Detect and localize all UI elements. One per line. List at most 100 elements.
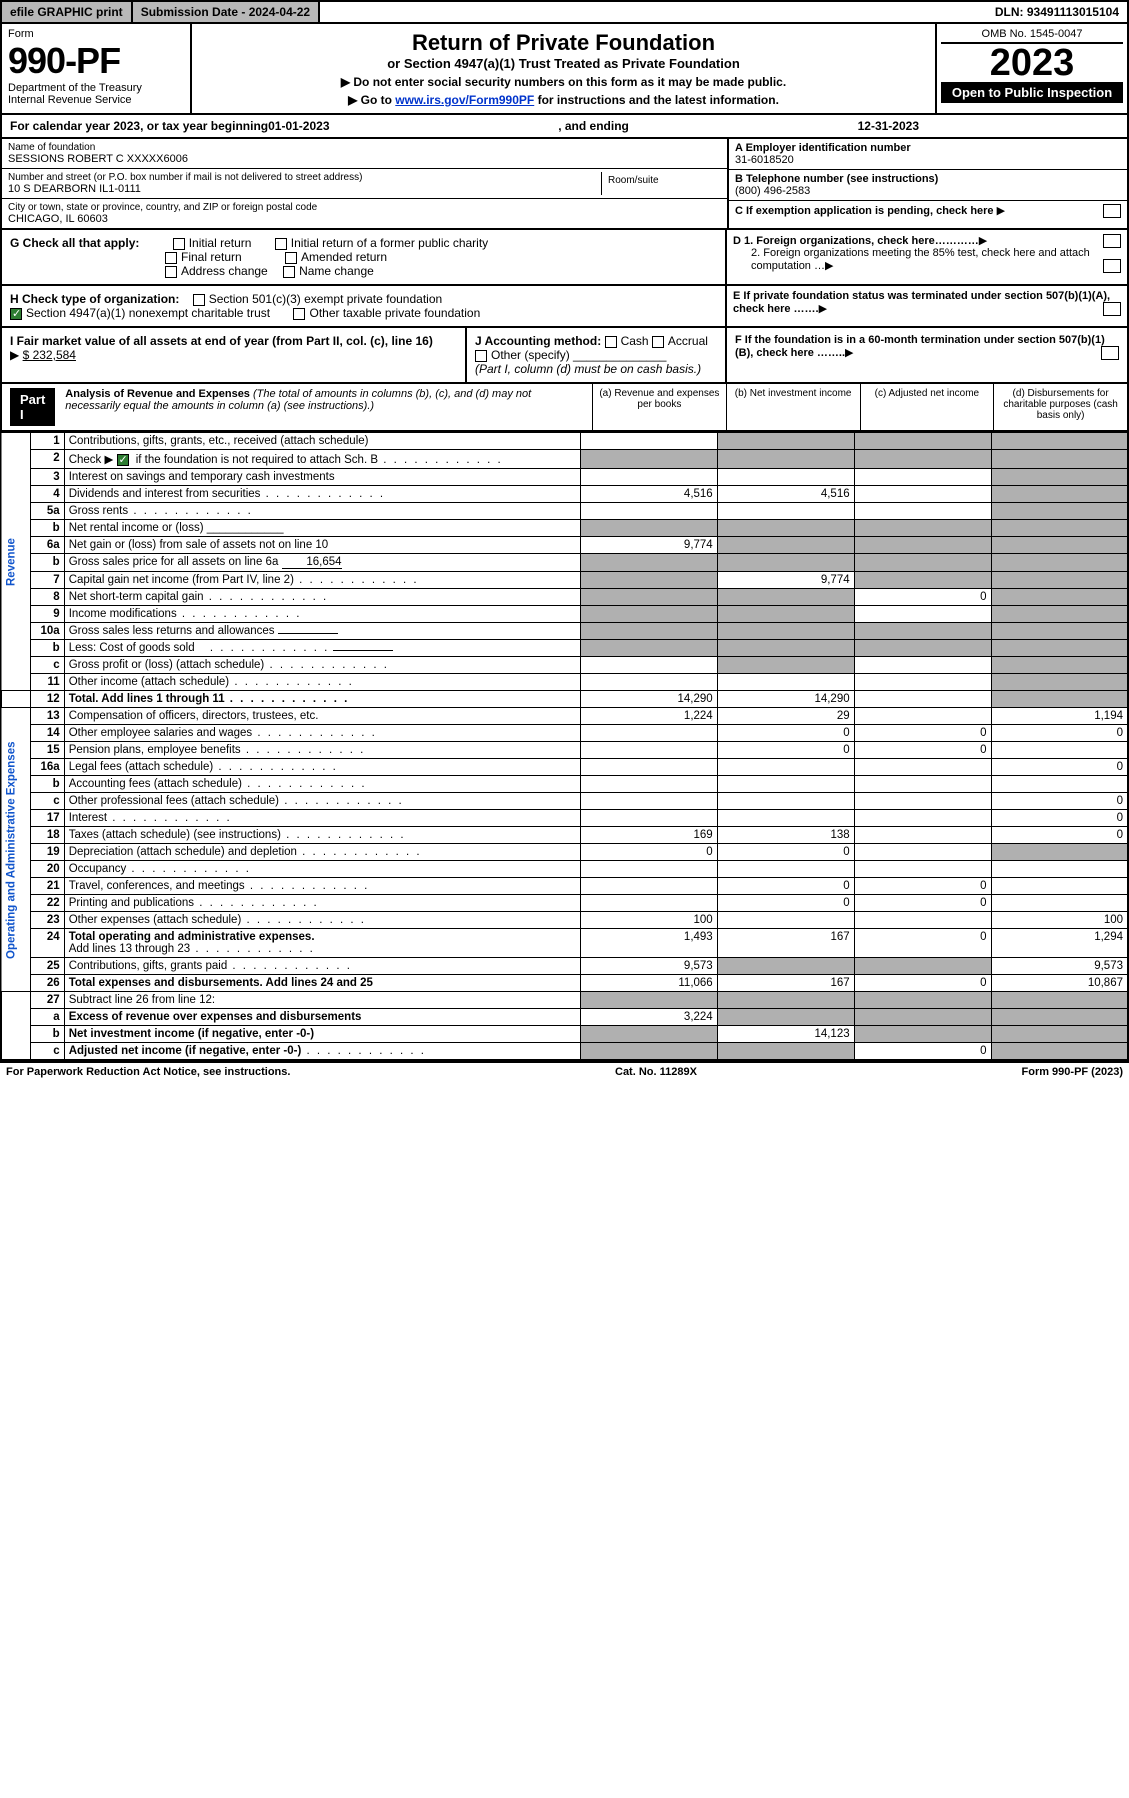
j-accrual-checkbox[interactable]	[652, 336, 664, 348]
fmv-value: $ 232,584	[23, 348, 76, 362]
info-grid: Name of foundation SESSIONS ROBERT C XXX…	[0, 139, 1129, 230]
dln: DLN: 93491113015104	[987, 2, 1127, 22]
footer-left: For Paperwork Reduction Act Notice, see …	[6, 1066, 290, 1078]
ein-value: 31-6018520	[735, 154, 1121, 166]
j-cash-checkbox[interactable]	[605, 336, 617, 348]
form-note-2: ▶ Go to www.irs.gov/Form990PF for instru…	[202, 93, 925, 107]
table-row: bLess: Cost of goods sold	[1, 640, 1128, 657]
table-row: Revenue 1 Contributions, gifts, grants, …	[1, 433, 1128, 450]
revenue-side-label: Revenue	[1, 433, 30, 691]
table-row: 16aLegal fees (attach schedule)0	[1, 759, 1128, 776]
address: 10 S DEARBORN IL1-0111	[8, 183, 601, 195]
table-row: 15Pension plans, employee benefits00	[1, 742, 1128, 759]
d1-label: D 1. Foreign organizations, check here………	[733, 235, 979, 247]
form-header: Form 990-PF Department of the Treasury I…	[0, 24, 1129, 115]
table-row: 12Total. Add lines 1 through 1114,29014,…	[1, 691, 1128, 708]
form-note-1: ▶ Do not enter social security numbers o…	[202, 75, 925, 89]
table-row: 7Capital gain net income (from Part IV, …	[1, 572, 1128, 589]
table-row: 9Income modifications	[1, 606, 1128, 623]
table-row: Operating and Administrative Expenses 13…	[1, 708, 1128, 725]
addr-label: Number and street (or P.O. box number if…	[8, 172, 601, 183]
h-4947-checkbox[interactable]	[10, 308, 22, 320]
h-501c3-checkbox[interactable]	[193, 294, 205, 306]
table-row: 24Total operating and administrative exp…	[1, 929, 1128, 958]
i-j-f-section: I Fair market value of all assets at end…	[0, 328, 1129, 384]
table-row: 6aNet gain or (loss) from sale of assets…	[1, 537, 1128, 554]
year-begin: 01-01-2023	[268, 119, 329, 133]
form-number: 990-PF	[8, 40, 184, 82]
g-final-checkbox[interactable]	[165, 252, 177, 264]
g-name-checkbox[interactable]	[283, 266, 295, 278]
table-row: 14Other employee salaries and wages000	[1, 725, 1128, 742]
table-row: cGross profit or (loss) (attach schedule…	[1, 657, 1128, 674]
part1-title: Analysis of Revenue and Expenses	[65, 388, 250, 400]
form-subtitle: or Section 4947(a)(1) Trust Treated as P…	[202, 56, 925, 71]
part1-table: Revenue 1 Contributions, gifts, grants, …	[0, 432, 1129, 1061]
l2-checkbox[interactable]	[117, 454, 129, 466]
table-row: 5aGross rents	[1, 503, 1128, 520]
table-row: 11Other income (attach schedule)	[1, 674, 1128, 691]
table-row: bAccounting fees (attach schedule)	[1, 776, 1128, 793]
room-label: Room/suite	[601, 172, 721, 195]
year-end: 12-31-2023	[858, 119, 919, 133]
name-label: Name of foundation	[8, 142, 721, 153]
i-label: I Fair market value of all assets at end…	[10, 334, 433, 348]
table-row: 20Occupancy	[1, 861, 1128, 878]
table-row: 27Subtract line 26 from line 12:	[1, 992, 1128, 1009]
g-address-checkbox[interactable]	[165, 266, 177, 278]
table-row: cAdjusted net income (if negative, enter…	[1, 1043, 1128, 1061]
calendar-year-row: For calendar year 2023, or tax year begi…	[0, 115, 1129, 139]
open-public-badge: Open to Public Inspection	[941, 82, 1123, 103]
f-label: F If the foundation is in a 60-month ter…	[735, 334, 1105, 359]
d2-label: 2. Foreign organizations meeting the 85%…	[751, 247, 1090, 272]
f-checkbox[interactable]	[1101, 346, 1119, 360]
e-label: E If private foundation status was termi…	[733, 290, 1110, 315]
form-title: Return of Private Foundation	[202, 30, 925, 56]
g-initial-former-checkbox[interactable]	[275, 238, 287, 250]
d1-checkbox[interactable]	[1103, 234, 1121, 248]
col-c-header: (c) Adjusted net income	[860, 384, 994, 430]
phone-label: B Telephone number (see instructions)	[735, 173, 1121, 185]
j-other-checkbox[interactable]	[475, 350, 487, 362]
j-label: J Accounting method:	[475, 334, 601, 348]
g-label: G Check all that apply:	[10, 236, 139, 250]
c-checkbox[interactable]	[1103, 204, 1121, 218]
part1-header-row: Part I Analysis of Revenue and Expenses …	[0, 384, 1129, 432]
table-row: 21Travel, conferences, and meetings00	[1, 878, 1128, 895]
footer-right: Form 990-PF (2023)	[1022, 1066, 1123, 1078]
table-row: 18Taxes (attach schedule) (see instructi…	[1, 827, 1128, 844]
tax-year: 2023	[941, 44, 1123, 82]
table-row: 26Total expenses and disbursements. Add …	[1, 975, 1128, 992]
table-row: 17Interest0	[1, 810, 1128, 827]
footer-mid: Cat. No. 11289X	[615, 1066, 697, 1078]
h-other-checkbox[interactable]	[293, 308, 305, 320]
foundation-name: SESSIONS ROBERT C XXXXX6006	[8, 153, 721, 165]
ein-label: A Employer identification number	[735, 142, 1121, 154]
col-a-header: (a) Revenue and expenses per books	[592, 384, 726, 430]
table-row: aExcess of revenue over expenses and dis…	[1, 1009, 1128, 1026]
h-e-section: H Check type of organization: Section 50…	[0, 286, 1129, 328]
table-row: 22Printing and publications00	[1, 895, 1128, 912]
irs-link[interactable]: www.irs.gov/Form990PF	[395, 93, 534, 107]
e-checkbox[interactable]	[1103, 302, 1121, 316]
page-footer: For Paperwork Reduction Act Notice, see …	[0, 1061, 1129, 1081]
table-row: 19Depreciation (attach schedule) and dep…	[1, 844, 1128, 861]
irs-label: Internal Revenue Service	[8, 94, 184, 106]
dept-treasury: Department of the Treasury	[8, 82, 184, 94]
table-row: 3Interest on savings and temporary cash …	[1, 469, 1128, 486]
g-amended-checkbox[interactable]	[285, 252, 297, 264]
c-label: C If exemption application is pending, c…	[735, 205, 994, 217]
l6b-value: 16,654	[282, 556, 342, 569]
table-row: bNet rental income or (loss) ___________…	[1, 520, 1128, 537]
efile-label: efile GRAPHIC print	[2, 2, 133, 22]
form-word: Form	[8, 28, 184, 40]
d2-checkbox[interactable]	[1103, 259, 1121, 273]
table-row: bNet investment income (if negative, ent…	[1, 1026, 1128, 1043]
table-row: 25Contributions, gifts, grants paid9,573…	[1, 958, 1128, 975]
table-row: 23Other expenses (attach schedule)100100	[1, 912, 1128, 929]
col-d-header: (d) Disbursements for charitable purpose…	[993, 384, 1127, 430]
g-initial-checkbox[interactable]	[173, 238, 185, 250]
table-row: bGross sales price for all assets on lin…	[1, 554, 1128, 572]
g-d-section: G Check all that apply: Initial return I…	[0, 230, 1129, 286]
city-label: City or town, state or province, country…	[8, 202, 721, 213]
